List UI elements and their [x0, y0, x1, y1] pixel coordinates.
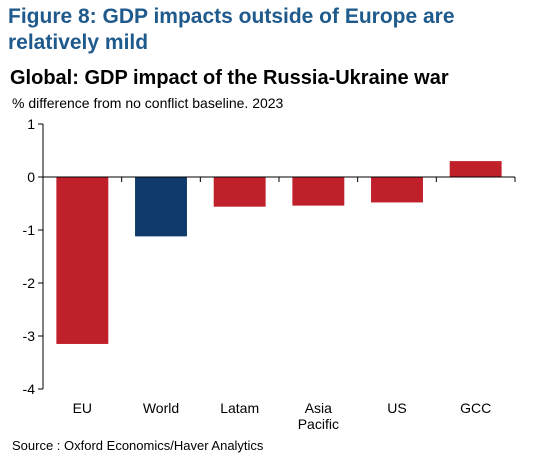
- bar-us: [371, 177, 423, 203]
- x-category-label: Latam: [220, 400, 259, 416]
- bar-asia-pacific: [292, 177, 345, 206]
- x-category-label: World: [143, 400, 179, 416]
- x-category-label: EU: [73, 400, 92, 416]
- x-category-label: US: [387, 400, 406, 416]
- x-category-label: Asia Pacific: [298, 400, 339, 432]
- source-note: Source : Oxford Economics/Haver Analytic…: [12, 438, 264, 453]
- x-category-label: GCC: [460, 400, 491, 416]
- y-tick-label: 0: [27, 169, 35, 185]
- bar-latam: [213, 177, 266, 207]
- y-tick-label: -1: [23, 222, 36, 238]
- bar-eu: [56, 177, 109, 344]
- y-tick-label: -2: [23, 275, 36, 291]
- figure-title: Figure 8: GDP impacts outside of Europe …: [8, 5, 455, 54]
- chart-subtitle: % difference from no conflict baseline. …: [12, 95, 284, 111]
- chart-title: Global: GDP impact of the Russia-Ukraine…: [10, 67, 449, 89]
- bar-gcc: [449, 161, 502, 177]
- y-tick-label: -4: [23, 381, 36, 397]
- bar-world: [135, 177, 187, 237]
- y-tick-label: 1: [27, 116, 35, 132]
- y-tick-label: -3: [23, 328, 36, 344]
